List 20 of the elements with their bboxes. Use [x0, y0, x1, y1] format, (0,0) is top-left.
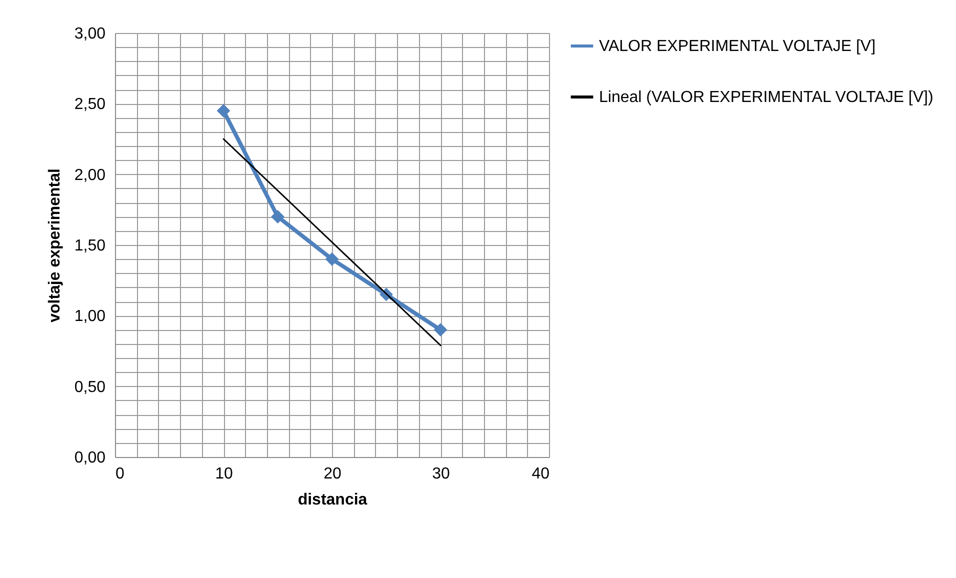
legend-label: Lineal (VALOR EXPERIMENTAL VOLTAJE [V])	[599, 89, 934, 106]
x-axis-title: distancia	[298, 492, 368, 508]
y-tick-label: 0,50	[74, 378, 106, 396]
y-tick-label: 1,50	[74, 238, 106, 254]
point	[216, 104, 230, 118]
y-tick-label: 0,00	[74, 450, 106, 466]
x-tick-label: 0	[116, 466, 124, 482]
y-tick-label: 3,00	[74, 26, 106, 42]
x-tick-label: 10	[215, 466, 233, 482]
legend-label: VALOR EXPERIMENTAL VOLTAJE [V]	[599, 38, 876, 55]
x-tick-label: 40	[532, 466, 550, 482]
y-tick-label: 2,50	[74, 96, 106, 114]
x-tick-label: 20	[324, 466, 342, 482]
point	[434, 323, 448, 337]
y-tick-label: 2,00	[74, 166, 106, 184]
point	[325, 252, 339, 266]
x-tick-label: 30	[432, 466, 450, 482]
point	[271, 210, 284, 224]
y-tick-label: 1,00	[74, 308, 106, 326]
y-axis-title: voltaje experimental	[46, 168, 64, 322]
